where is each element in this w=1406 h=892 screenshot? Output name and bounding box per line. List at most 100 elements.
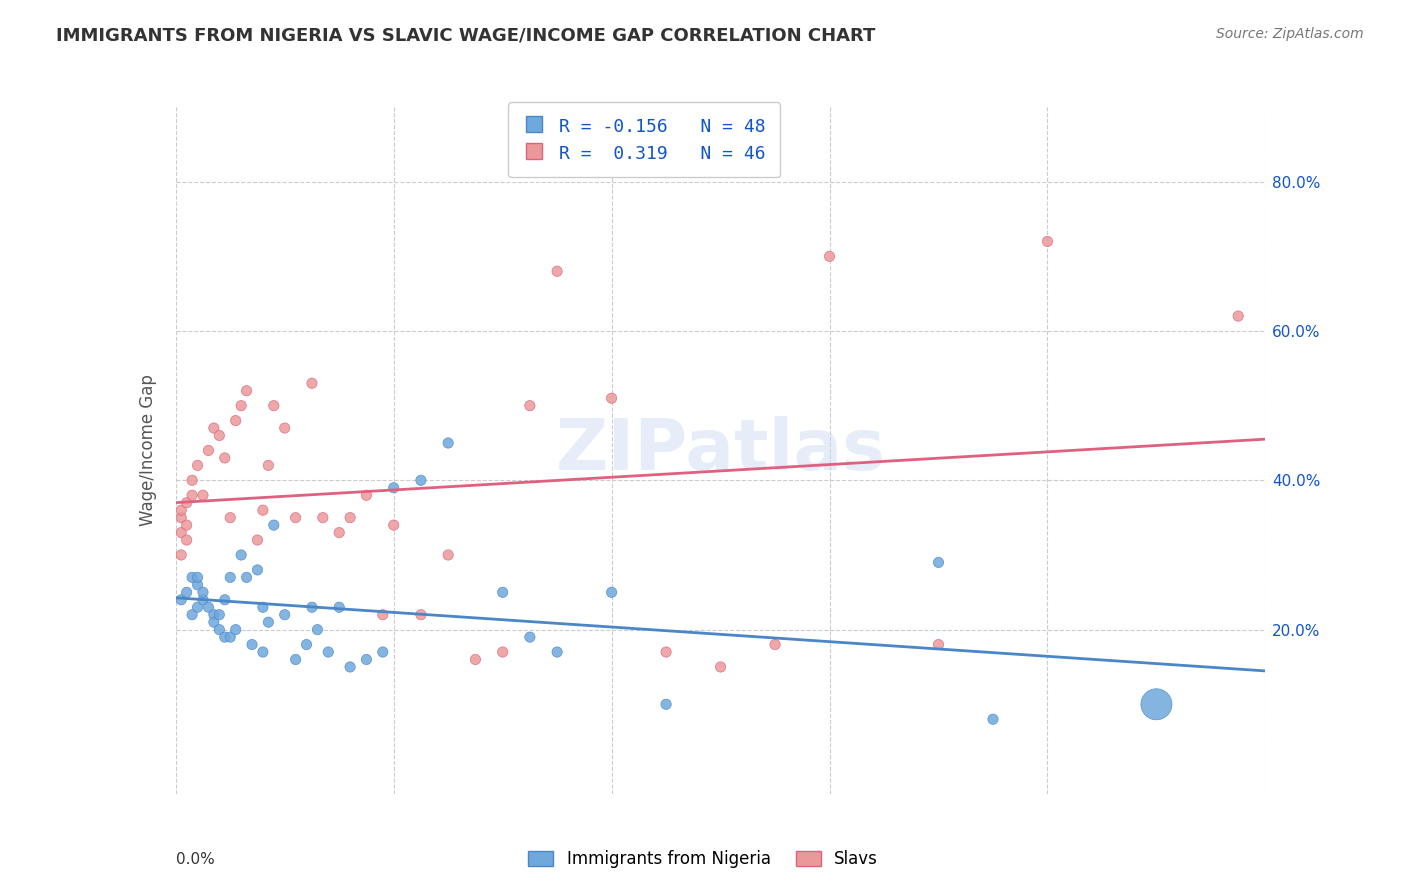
Point [312, 510, 335, 524]
Point [225, 623, 247, 637]
Point [655, 645, 678, 659]
Point [214, 592, 236, 607]
Point [176, 496, 198, 510]
Point [301, 600, 323, 615]
Point [492, 585, 515, 599]
Legend: R = -0.156   N = 48, R =  0.319   N = 46: R = -0.156 N = 48, R = 0.319 N = 46 [509, 103, 780, 178]
Point [600, 585, 623, 599]
Point [437, 436, 460, 450]
Point [382, 518, 405, 533]
Point [263, 399, 285, 413]
Point [246, 533, 269, 547]
Point [546, 264, 568, 278]
Point [328, 600, 350, 615]
Point [257, 458, 280, 473]
Point [176, 518, 198, 533]
Point [208, 623, 231, 637]
Point [252, 503, 274, 517]
Point [191, 592, 214, 607]
Point [214, 450, 236, 465]
Point [186, 600, 209, 615]
Text: Source: ZipAtlas.com: Source: ZipAtlas.com [1216, 27, 1364, 41]
Point [274, 421, 297, 435]
Point [170, 592, 193, 607]
Point [339, 660, 361, 674]
Point [295, 638, 318, 652]
Point [246, 563, 269, 577]
Point [181, 570, 204, 584]
Point [186, 458, 209, 473]
Point [191, 585, 214, 599]
Point [219, 570, 242, 584]
Point [186, 570, 209, 584]
Point [492, 645, 515, 659]
Point [214, 630, 236, 644]
Point [170, 548, 193, 562]
Point [301, 376, 323, 391]
Point [225, 414, 247, 428]
Point [928, 638, 950, 652]
Point [170, 503, 193, 517]
Point [263, 518, 285, 533]
Point [202, 421, 225, 435]
Point [328, 525, 350, 540]
Point [981, 712, 1004, 726]
Point [197, 443, 219, 458]
Point [339, 510, 361, 524]
Point [356, 488, 378, 502]
Point [546, 645, 568, 659]
Point [519, 630, 541, 644]
Point [382, 481, 405, 495]
Point [252, 600, 274, 615]
Point [274, 607, 297, 622]
Text: ZIPatlas: ZIPatlas [555, 416, 886, 485]
Point [202, 615, 225, 630]
Point [409, 607, 432, 622]
Point [170, 525, 193, 540]
Text: 0.0%: 0.0% [176, 852, 215, 867]
Point [181, 607, 204, 622]
Point [219, 630, 242, 644]
Point [1036, 235, 1059, 249]
Point [235, 384, 257, 398]
Point [186, 578, 209, 592]
Point [176, 585, 198, 599]
Point [257, 615, 280, 630]
Point [208, 607, 231, 622]
Point [235, 570, 257, 584]
Point [600, 391, 623, 405]
Y-axis label: Wage/Income Gap: Wage/Income Gap [139, 375, 157, 526]
Point [197, 600, 219, 615]
Point [284, 652, 307, 666]
Point [307, 623, 329, 637]
Point [356, 652, 378, 666]
Point [655, 698, 678, 712]
Point [181, 488, 204, 502]
Point [191, 488, 214, 502]
Point [763, 638, 786, 652]
Point [240, 638, 263, 652]
Point [437, 548, 460, 562]
Point [219, 510, 242, 524]
Point [464, 652, 486, 666]
Point [202, 607, 225, 622]
Point [371, 607, 394, 622]
Point [231, 399, 253, 413]
Point [409, 473, 432, 487]
Text: IMMIGRANTS FROM NIGERIA VS SLAVIC WAGE/INCOME GAP CORRELATION CHART: IMMIGRANTS FROM NIGERIA VS SLAVIC WAGE/I… [56, 27, 876, 45]
Point [231, 548, 253, 562]
Point [928, 556, 950, 570]
Legend: Immigrants from Nigeria, Slavs: Immigrants from Nigeria, Slavs [522, 844, 884, 875]
Point [181, 473, 204, 487]
Point [252, 645, 274, 659]
Point [1227, 309, 1250, 323]
Point [208, 428, 231, 442]
Point [170, 510, 193, 524]
Point [284, 510, 307, 524]
Point [371, 645, 394, 659]
Point [710, 660, 733, 674]
Point [818, 249, 841, 263]
Point [318, 645, 340, 659]
Point [1144, 698, 1167, 712]
Point [176, 533, 198, 547]
